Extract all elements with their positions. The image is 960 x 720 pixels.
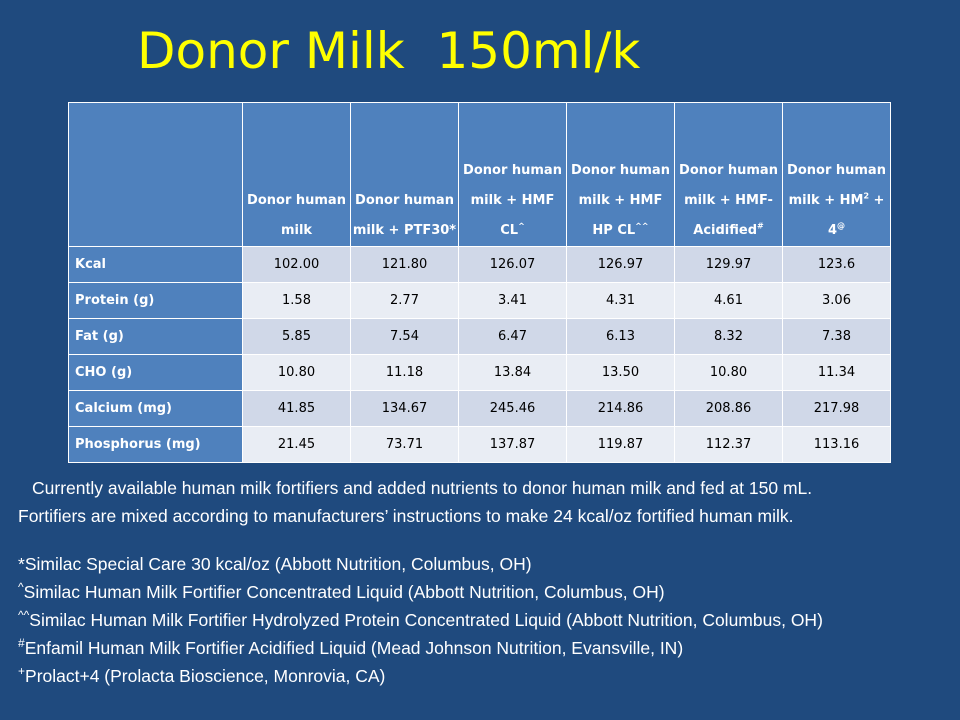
table-cell: 119.87 bbox=[566, 426, 675, 463]
table-cell: 2.77 bbox=[350, 282, 459, 319]
table-cell: 123.6 bbox=[782, 246, 891, 283]
footnote: ^Similac Human Milk Fortifier Concentrat… bbox=[18, 578, 823, 606]
table-cell: 11.18 bbox=[350, 354, 459, 391]
table-cell: 8.32 bbox=[674, 318, 783, 355]
table-cell: 73.71 bbox=[350, 426, 459, 463]
table-cell: 102.00 bbox=[242, 246, 351, 283]
slide-title: Donor Milk 150ml/k bbox=[137, 22, 641, 80]
column-header: Donor human milk + PTF30* bbox=[350, 102, 459, 247]
column-header-text: Donor human milk + PTF30* bbox=[352, 193, 457, 238]
table-cell: 121.80 bbox=[350, 246, 459, 283]
table-cell: 4.61 bbox=[674, 282, 783, 319]
row-label: Kcal bbox=[68, 246, 243, 283]
footnotes-list: *Similac Special Care 30 kcal/oz (Abbott… bbox=[18, 550, 823, 690]
table-cell: 1.58 bbox=[242, 282, 351, 319]
row-label: Protein (g) bbox=[68, 282, 243, 319]
column-header-text: Donor human milk + HM bbox=[787, 163, 886, 208]
column-header-text: Donor human milk + HMF CL bbox=[463, 163, 562, 238]
table-cell: 4.31 bbox=[566, 282, 675, 319]
table-cell: 112.37 bbox=[674, 426, 783, 463]
table-row: Calcium (mg) 41.85 134.67 245.46 214.86 208.8… bbox=[68, 390, 891, 427]
row-label: Fat (g) bbox=[68, 318, 243, 355]
table-cell: 126.07 bbox=[458, 246, 567, 283]
table-cell: 6.47 bbox=[458, 318, 567, 355]
row-label: Phosphorus (mg) bbox=[68, 426, 243, 463]
table-cell: 10.80 bbox=[242, 354, 351, 391]
table-row: Fat (g) 5.85 7.54 6.47 6.13 8.32 7.38 bbox=[68, 318, 891, 355]
footnote-text: Similac Human Milk Fortifier Hydrolyzed … bbox=[29, 610, 823, 630]
footnote-symbol: ^^ bbox=[18, 608, 30, 623]
table-cell: 41.85 bbox=[242, 390, 351, 427]
column-header: Donor human milk bbox=[242, 102, 351, 247]
table-cell: 11.34 bbox=[782, 354, 891, 391]
footnote-marker: @ bbox=[837, 221, 846, 231]
table-cell: 13.50 bbox=[566, 354, 675, 391]
table-row: CHO (g) 10.80 11.18 13.84 13.50 10.80 11.34 bbox=[68, 354, 891, 391]
row-label: Calcium (mg) bbox=[68, 390, 243, 427]
footnote-text: Similac Human Milk Fortifier Concentrate… bbox=[23, 582, 665, 602]
table-cell: 129.97 bbox=[674, 246, 783, 283]
table-cell: 113.16 bbox=[782, 426, 891, 463]
table-header-row: Donor human milk Donor human milk + PTF30… bbox=[68, 102, 891, 247]
table-body: Kcal 102.00 121.80 126.07 126.97 129.97 123.6 P… bbox=[68, 246, 891, 463]
table-cell: 137.87 bbox=[458, 426, 567, 463]
column-header-text: Donor human milk + HMF HP CL bbox=[571, 163, 670, 238]
footnote-marker: # bbox=[757, 221, 764, 231]
footnote-marker: ^ bbox=[518, 221, 525, 231]
table-cell: 3.06 bbox=[782, 282, 891, 319]
footnote-marker: ^^ bbox=[635, 221, 649, 231]
column-header-text: + 4 bbox=[827, 193, 885, 238]
table-cell: 217.98 bbox=[782, 390, 891, 427]
footnote-symbol: ^ bbox=[18, 580, 24, 595]
column-header: Donor human milk + HMF CL^ bbox=[458, 102, 567, 247]
footnote-symbol: * bbox=[18, 554, 25, 574]
table-cell: 6.13 bbox=[566, 318, 675, 355]
footnote-symbol: # bbox=[18, 636, 25, 651]
header-corner-cell bbox=[68, 102, 243, 247]
footnote-text: Similac Special Care 30 kcal/oz (Abbott … bbox=[24, 554, 532, 574]
table-cell: 21.45 bbox=[242, 426, 351, 463]
footnote-marker: 2 bbox=[863, 191, 870, 201]
note-mixing: Fortifiers are mixed according to manufa… bbox=[18, 506, 794, 526]
table-cell: 208.86 bbox=[674, 390, 783, 427]
footnote-text: Enfamil Human Milk Fortifier Acidified L… bbox=[24, 638, 684, 658]
table-row: Protein (g) 1.58 2.77 3.41 4.31 4.61 3.06 bbox=[68, 282, 891, 319]
footnote: +Prolact+4 (Prolacta Bioscience, Monrovi… bbox=[18, 662, 823, 690]
table-cell: 7.54 bbox=[350, 318, 459, 355]
table-cell: 126.97 bbox=[566, 246, 675, 283]
row-label: CHO (g) bbox=[68, 354, 243, 391]
column-header: Donor human milk + HMF-Acidified# bbox=[674, 102, 783, 247]
table-cell: 245.46 bbox=[458, 390, 567, 427]
footnote-text: Prolact+4 (Prolacta Bioscience, Monrovia… bbox=[25, 666, 386, 686]
table-cell: 3.41 bbox=[458, 282, 567, 319]
footnote: ^^Similac Human Milk Fortifier Hydrolyze… bbox=[18, 606, 823, 634]
table-cell: 214.86 bbox=[566, 390, 675, 427]
footnote: *Similac Special Care 30 kcal/oz (Abbott… bbox=[18, 550, 823, 578]
table-row: Kcal 102.00 121.80 126.07 126.97 129.97 123.6 bbox=[68, 246, 891, 283]
table-cell: 134.67 bbox=[350, 390, 459, 427]
table-cell: 10.80 bbox=[674, 354, 783, 391]
notes-block: Currently available human milk fortifier… bbox=[18, 474, 823, 690]
footnote-symbol: + bbox=[18, 664, 26, 679]
nutrient-table: Donor human milk Donor human milk + PTF30… bbox=[68, 102, 891, 463]
footnote: #Enfamil Human Milk Fortifier Acidified … bbox=[18, 634, 823, 662]
column-header-text: Donor human milk bbox=[247, 193, 346, 238]
table-cell: 13.84 bbox=[458, 354, 567, 391]
table-cell: 7.38 bbox=[782, 318, 891, 355]
column-header-text: Donor human milk + HMF-Acidified bbox=[679, 163, 778, 238]
column-header: Donor human milk + HM2 + 4@ bbox=[782, 102, 891, 247]
note-intro: Currently available human milk fortifier… bbox=[32, 478, 813, 498]
table-cell: 5.85 bbox=[242, 318, 351, 355]
column-header: Donor human milk + HMF HP CL^^ bbox=[566, 102, 675, 247]
table-row: Phosphorus (mg) 21.45 73.71 137.87 119.87 112… bbox=[68, 426, 891, 463]
